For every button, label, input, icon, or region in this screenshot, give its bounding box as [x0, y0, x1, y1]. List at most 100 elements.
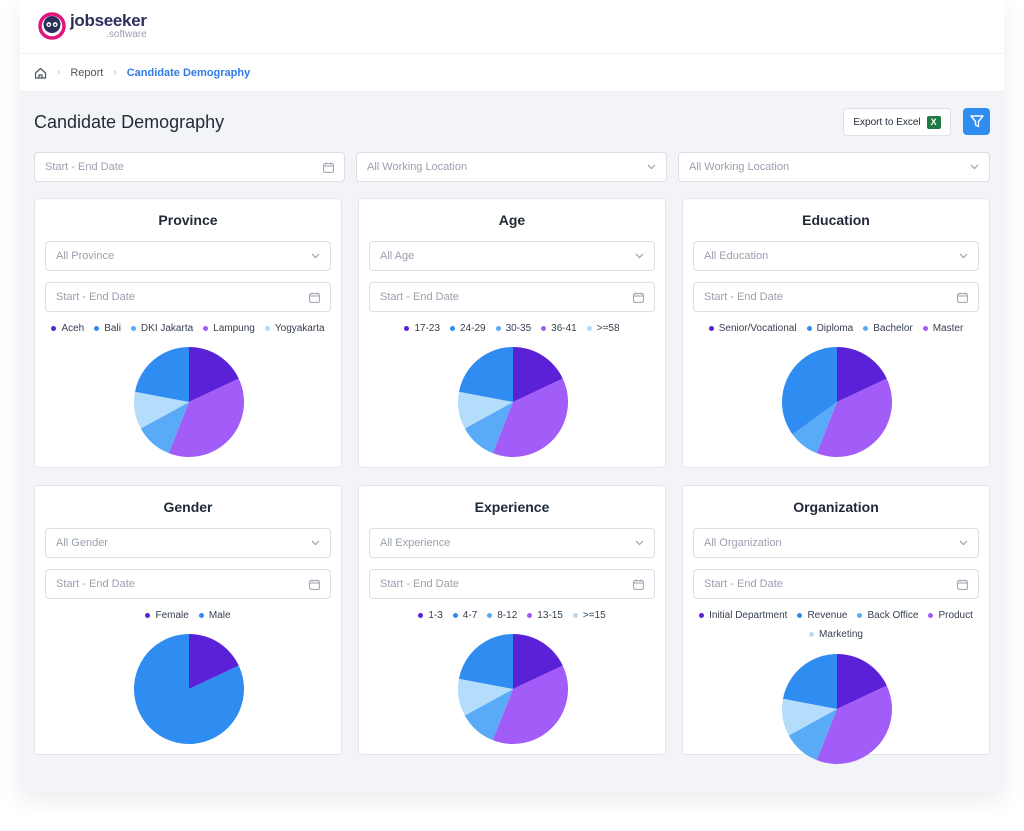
legend-item[interactable]: Marketing [809, 629, 863, 640]
legend-dot [572, 613, 578, 618]
pie-slice-36-41[interactable] [492, 378, 568, 457]
gender-date-input[interactable]: Start - End Date [45, 569, 331, 599]
legend-dot [586, 326, 592, 331]
legend-label: 24-29 [460, 323, 486, 334]
filter-button[interactable] [963, 108, 990, 135]
legend-dot [94, 326, 100, 331]
legend-label: Yogyakarta [274, 323, 325, 334]
legend-item[interactable]: Aceh [51, 323, 84, 334]
card-title: Organization [793, 499, 879, 515]
legend-item[interactable]: Senior/Vocational [708, 323, 797, 334]
legend-item[interactable]: Revenue [797, 610, 847, 621]
pie-slice--15[interactable] [458, 678, 513, 716]
province-select[interactable]: All Province [45, 241, 331, 271]
card-title: Gender [163, 499, 213, 515]
chevron-down-icon [635, 540, 644, 546]
legend-item[interactable]: Lampung [203, 323, 255, 334]
legend-item[interactable]: 36-41 [541, 323, 577, 334]
experience-select[interactable]: All Experience [369, 528, 655, 558]
legend-dot [418, 613, 424, 618]
pie-slice-lampung[interactable] [168, 378, 244, 457]
province-date-input[interactable]: Start - End Date [45, 282, 331, 312]
export-excel-button[interactable]: Export to Excel X [843, 108, 951, 136]
legend-label: 4-7 [462, 610, 478, 621]
legend-item[interactable]: Diploma [806, 323, 853, 334]
legend-label: 30-35 [505, 323, 532, 334]
organization-date-input[interactable]: Start - End Date [693, 569, 979, 599]
legend-item[interactable]: Back Office [857, 610, 918, 621]
education-date-input[interactable]: Start - End Date [693, 282, 979, 312]
working-location-select[interactable]: All Working Location [356, 152, 667, 182]
pie-slice-17-23[interactable] [513, 347, 563, 402]
chart-legend: 17-23 24-29 30-35 36-41 >=58 [363, 323, 661, 334]
pie-slice-marketing[interactable] [782, 698, 837, 736]
pie-slice-bachelor[interactable] [792, 402, 837, 454]
legend-item[interactable]: Master [922, 323, 963, 334]
gender-select[interactable]: All Gender [45, 528, 331, 558]
pie-slice-4-7[interactable] [458, 634, 513, 689]
pie-slice--58[interactable] [458, 391, 513, 429]
date-range-input[interactable]: Start - End Date [34, 152, 345, 182]
legend-item[interactable]: Male [198, 610, 231, 621]
pie-slice-yogyakarta[interactable] [134, 391, 189, 429]
date-placeholder: Start - End Date [380, 291, 459, 303]
pie-slice-male[interactable] [134, 634, 244, 744]
legend-item[interactable]: Bali [94, 323, 121, 334]
pie-slice-product[interactable] [816, 685, 892, 764]
legend-item[interactable]: 24-29 [450, 323, 486, 334]
working-location-placeholder: All Working Location [367, 161, 468, 173]
home-icon[interactable] [34, 67, 47, 79]
pie-slice-aceh[interactable] [189, 347, 239, 402]
legend-item[interactable]: 1-3 [418, 610, 443, 621]
legend-dot [145, 613, 151, 618]
pie-slice-30-35[interactable] [464, 402, 513, 454]
legend-item[interactable]: Yogyakarta [264, 323, 325, 334]
pie-slice-13-15[interactable] [492, 665, 568, 744]
pie-slice-master[interactable] [816, 378, 892, 457]
pie-slice-dki-jakarta[interactable] [140, 402, 189, 454]
legend-item[interactable]: Bachelor [863, 323, 913, 334]
legend-dot [495, 326, 501, 331]
breadcrumb-report[interactable]: Report [70, 66, 104, 79]
legend-item[interactable]: Female [145, 610, 189, 621]
pie-slice-8-12[interactable] [464, 689, 513, 741]
pie-slice-female[interactable] [189, 634, 239, 689]
export-label: Export to Excel [853, 116, 921, 128]
legend-item[interactable]: 17-23 [404, 323, 440, 334]
chevron-down-icon [311, 253, 320, 259]
card-title: Experience [474, 499, 550, 515]
pie-slice-initial-department[interactable] [837, 654, 887, 709]
age-select[interactable]: All Age [369, 241, 655, 271]
pie-slice-bali[interactable] [134, 347, 189, 402]
date-placeholder: Start - End Date [56, 291, 135, 303]
age-date-input[interactable]: Start - End Date [369, 282, 655, 312]
organization-select[interactable]: All Organization [693, 528, 979, 558]
education-select[interactable]: All Education [693, 241, 979, 271]
education-pie-chart [782, 347, 892, 457]
working-location-select-2[interactable]: All Working Location [678, 152, 990, 182]
pie-slice-senior-vocational[interactable] [837, 347, 887, 402]
pie-slice-back-office[interactable] [788, 709, 837, 761]
legend-item[interactable]: 13-15 [527, 610, 563, 621]
pie-slice-revenue[interactable] [782, 654, 837, 709]
chart-legend: 1-3 4-7 8-12 13-15 >=15 [363, 610, 661, 621]
legend-dot [203, 326, 209, 331]
pie-slice-1-3[interactable] [513, 634, 563, 689]
pie-slice-24-29[interactable] [458, 347, 513, 402]
experience-date-input[interactable]: Start - End Date [369, 569, 655, 599]
legend-item[interactable]: >=15 [572, 610, 606, 621]
legend-item[interactable]: >=58 [586, 323, 620, 334]
chevron-right-icon: › [57, 67, 61, 78]
legend-dot [452, 613, 458, 618]
legend-item[interactable]: 30-35 [495, 323, 532, 334]
legend-item[interactable]: 4-7 [452, 610, 478, 621]
province-pie-chart [134, 347, 244, 457]
legend-dot [264, 326, 270, 331]
calendar-icon [633, 579, 644, 590]
legend-item[interactable]: 8-12 [487, 610, 517, 621]
legend-item[interactable]: Initial Department [699, 610, 787, 621]
pie-slice-diploma[interactable] [782, 347, 837, 435]
legend-item[interactable]: Product [928, 610, 973, 621]
brand-logo[interactable]: jobseeker .software [38, 12, 147, 40]
legend-item[interactable]: DKI Jakarta [130, 323, 193, 334]
